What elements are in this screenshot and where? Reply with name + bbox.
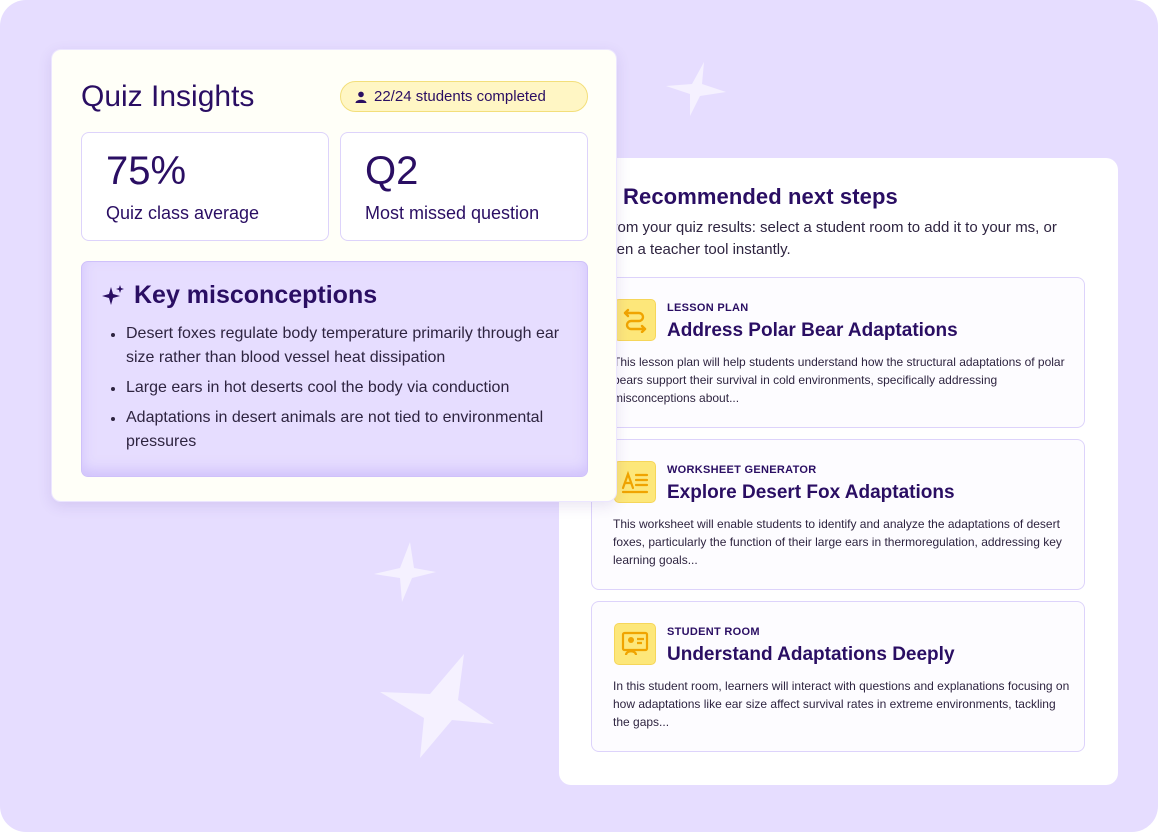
worksheet-icon <box>614 461 656 503</box>
sparkles-icon <box>102 285 124 305</box>
stat-value: Q2 <box>365 149 419 193</box>
recommendation-card-lesson-plan[interactable]: LESSON PLAN Address Polar Bear Adaptatio… <box>591 277 1085 428</box>
user-icon <box>355 91 367 103</box>
recommendation-card-student-room[interactable]: STUDENT ROOM Understand Adaptations Deep… <box>591 601 1085 752</box>
sparkle-star-icon <box>666 62 726 116</box>
card-description: This worksheet will enable students to i… <box>613 517 1062 567</box>
card-title: Explore Desert Fox Adaptations <box>667 482 955 503</box>
card-kicker: STUDENT ROOM <box>667 626 760 638</box>
card-title: Address Polar Bear Adaptations <box>667 320 958 341</box>
student-room-icon <box>614 623 656 665</box>
stat-card-class-average: 75% Quiz class average <box>81 132 329 241</box>
list-item: Desert foxes regulate body temperature p… <box>106 322 576 370</box>
card-title: Understand Adaptations Deeply <box>667 644 955 665</box>
sparkle-star-icon <box>380 654 494 758</box>
stat-label: Most missed question <box>365 203 540 223</box>
stat-card-most-missed: Q2 Most missed question <box>340 132 588 241</box>
sparkle-star-icon <box>374 542 436 602</box>
stat-value: 75% <box>106 149 187 193</box>
recommended-title: Recommended next steps <box>623 184 898 209</box>
list-item: Adaptations in desert animals are not ti… <box>106 406 576 454</box>
key-misconceptions-box: Key misconceptions Desert foxes regulate… <box>81 261 588 477</box>
quiz-insights-title: Quiz Insights <box>81 80 255 113</box>
recommended-panel: LESSON PLAN Address Polar Bear Adaptatio… <box>559 158 1118 785</box>
misconceptions-list: Desert foxes regulate body temperature p… <box>106 322 576 460</box>
lesson-plan-icon <box>614 299 656 341</box>
key-misconceptions-title: Key misconceptions <box>134 281 378 309</box>
completion-text: 22/24 students completed <box>374 88 546 105</box>
card-description: In this student room, learners will inte… <box>613 679 1070 729</box>
card-description: This lesson plan will help students unde… <box>613 355 1065 405</box>
list-item: Large ears in hot deserts cool the body … <box>106 376 576 400</box>
card-kicker: WORKSHEET GENERATOR <box>667 464 817 476</box>
card-kicker: LESSON PLAN <box>667 302 749 314</box>
recommendation-card-worksheet[interactable]: WORKSHEET GENERATOR Explore Desert Fox A… <box>591 439 1085 590</box>
quiz-insights-panel: Quiz Insights 22/24 students completed 7… <box>51 49 617 502</box>
completion-badge: 22/24 students completed <box>340 81 588 112</box>
stat-label: Quiz class average <box>106 203 260 223</box>
